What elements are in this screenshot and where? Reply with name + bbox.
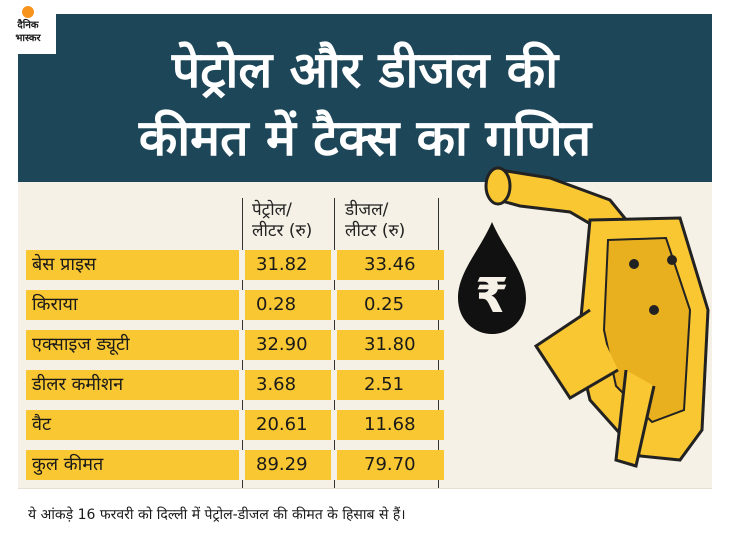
logo-text-line-1: दैनिक	[17, 20, 39, 31]
petrol-value: 32.90	[256, 334, 308, 355]
table-row: किराया 0.28 0.25	[26, 290, 444, 320]
diesel-value: 2.51	[364, 374, 405, 395]
table-row: एक्साइज ड्यूटी 32.90 31.80	[26, 330, 444, 360]
petrol-value: 31.82	[256, 254, 308, 275]
diesel-value: 79.70	[364, 454, 416, 475]
table-row: कुल कीमत 89.29 79.70	[26, 450, 444, 480]
row-label: वैट	[32, 414, 52, 435]
diesel-column-header: डीजल/लीटर (रु)	[345, 200, 406, 241]
row-label: किराया	[32, 294, 78, 315]
table-row: डीलर कमीशन 3.68 2.51	[26, 370, 444, 400]
row-label: डीलर कमीशन	[32, 374, 124, 395]
diesel-value: 33.46	[364, 254, 416, 275]
petrol-value: 0.28	[256, 294, 297, 315]
diesel-value: 11.68	[364, 414, 416, 435]
logo-text-line-2: भास्कर	[15, 33, 41, 44]
fuel-illustration: ₹	[458, 166, 710, 468]
petrol-column-header: पेट्रोल/लीटर (रु)	[252, 200, 313, 241]
table-row: वैट 20.61 11.68	[26, 410, 444, 440]
petrol-value: 3.68	[256, 374, 297, 395]
footnote: ये आंकड़े 16 फरवरी को दिल्ली में पेट्रोल…	[28, 507, 406, 523]
diesel-value: 31.80	[364, 334, 416, 355]
dainik-bhaskar-logo: दैनिक भास्कर	[0, 0, 56, 54]
sun-icon	[22, 6, 34, 18]
title-line-2: कीमत में टैक्स का गणित	[138, 109, 592, 167]
table-row: बेस प्राइस 31.82 33.46	[26, 250, 444, 280]
footnote-bar: ये आंकड़े 16 फरवरी को दिल्ली में पेट्रोल…	[18, 488, 712, 535]
title-line-1: पेट्रोल और डीजल की	[171, 41, 559, 99]
title-banner: पेट्रोल और डीजल की कीमत में टैक्स का गणि…	[18, 14, 712, 182]
row-label: बेस प्राइस	[32, 254, 97, 275]
fuel-nozzle-icon	[484, 166, 710, 468]
petrol-value: 20.61	[256, 414, 308, 435]
diesel-value: 0.25	[364, 294, 405, 315]
petrol-value: 89.29	[256, 454, 308, 475]
rupee-drop-icon: ₹	[458, 222, 526, 334]
row-label: एक्साइज ड्यूटी	[32, 334, 130, 355]
rupee-symbol: ₹	[475, 268, 508, 324]
row-label: कुल कीमत	[32, 454, 104, 475]
